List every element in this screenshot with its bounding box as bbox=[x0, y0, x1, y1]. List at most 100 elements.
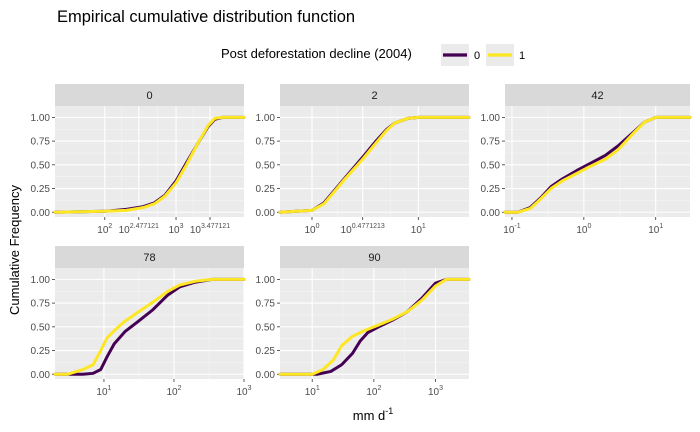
legend-label-1: 1 bbox=[519, 50, 525, 62]
x-axis-title: mm d-1 bbox=[353, 406, 394, 423]
y-tick-label: 0.50 bbox=[481, 160, 501, 171]
x-tick-base: 10 bbox=[96, 387, 108, 398]
legend-key-0: 0 bbox=[441, 44, 480, 66]
series-line-1 bbox=[278, 115, 471, 214]
x-tick-base: 10 bbox=[503, 225, 515, 236]
x-tick-exp: 3.477121 bbox=[201, 223, 230, 230]
x-tick-base: 10 bbox=[411, 225, 423, 236]
x-tick-label: 100 bbox=[576, 223, 591, 236]
x-tick-label: 103 bbox=[236, 385, 251, 398]
facet-strip-2 bbox=[280, 84, 469, 106]
x-tick-base: 10 bbox=[648, 225, 660, 236]
x-tick-base: 10 bbox=[576, 225, 588, 236]
facet-strip-label-78: 78 bbox=[143, 252, 155, 264]
y-tick-label: 0.00 bbox=[481, 208, 501, 219]
x-tick-label: 101 bbox=[305, 385, 320, 398]
y-tick-label: 0.25 bbox=[481, 184, 501, 195]
x-tick-base: 10 bbox=[166, 387, 178, 398]
facet-strip-label-42: 42 bbox=[591, 90, 603, 102]
legend-title: Post deforestation decline (2004) bbox=[221, 46, 412, 61]
x-tick-exp: 3 bbox=[248, 385, 252, 392]
facet-strip-42 bbox=[505, 84, 690, 106]
x-tick-exp: 1 bbox=[316, 385, 320, 392]
x-tick-exp: 3 bbox=[180, 223, 184, 230]
x-tick-exp: 1 bbox=[422, 223, 426, 230]
legend-key-1: 1 bbox=[486, 44, 525, 66]
facet-strip-90 bbox=[280, 246, 469, 268]
x-tick-exp: 2 bbox=[108, 223, 112, 230]
x-tick-base: 10 bbox=[304, 225, 316, 236]
y-tick-label: 1.00 bbox=[31, 275, 51, 286]
x-tick-label: 102 bbox=[166, 385, 181, 398]
y-tick-label: 0.25 bbox=[256, 346, 276, 357]
x-tick-label: 100.4771213 bbox=[341, 223, 385, 236]
series-line-1 bbox=[503, 115, 692, 214]
x-tick-label: 100 bbox=[304, 223, 319, 236]
panel-background-0 bbox=[55, 106, 244, 217]
facet-strip-label-0: 0 bbox=[146, 90, 152, 102]
x-tick-label: 101 bbox=[411, 223, 426, 236]
x-tick-label: 10-1 bbox=[503, 223, 520, 236]
y-tick-label: 0.75 bbox=[256, 137, 276, 148]
x-tick-base: 10 bbox=[190, 225, 202, 236]
legend: Post deforestation decline (2004) 0 1 bbox=[221, 44, 525, 66]
x-tick-exp: 0 bbox=[316, 223, 320, 230]
x-axis-title-base: mm d bbox=[353, 408, 386, 423]
facet-strip-label-2: 2 bbox=[371, 90, 377, 102]
series-line-1 bbox=[53, 277, 246, 376]
y-tick-label: 1.00 bbox=[256, 275, 276, 286]
chart-title: Empirical cumulative distribution functi… bbox=[57, 8, 355, 26]
y-tick-label: 0.75 bbox=[481, 137, 501, 148]
y-tick-label: 0.00 bbox=[31, 208, 51, 219]
y-tick-label: 0.25 bbox=[31, 184, 51, 195]
x-tick-base: 10 bbox=[97, 225, 109, 236]
series-line-1 bbox=[53, 115, 246, 214]
y-tick-label: 0.25 bbox=[31, 346, 51, 357]
x-tick-exp: 2 bbox=[178, 385, 182, 392]
y-tick-label: 0.25 bbox=[256, 184, 276, 195]
x-tick-label: 103 bbox=[428, 385, 443, 398]
series-line-1 bbox=[278, 277, 471, 376]
x-tick-base: 10 bbox=[341, 225, 353, 236]
y-axis-title: Cumulative Frequency bbox=[7, 184, 22, 315]
x-axis-title-exp: -1 bbox=[385, 406, 393, 416]
x-tick-label: 101 bbox=[96, 385, 111, 398]
x-tick-exp: 1 bbox=[659, 223, 663, 230]
y-tick-label: 0.50 bbox=[31, 160, 51, 171]
y-tick-label: 0.00 bbox=[256, 208, 276, 219]
x-tick-label: 101 bbox=[648, 223, 663, 236]
x-tick-label: 102.477121 bbox=[119, 223, 159, 236]
x-tick-exp: 2 bbox=[377, 385, 381, 392]
y-tick-label: 0.50 bbox=[31, 322, 51, 333]
facet-strip-78 bbox=[55, 246, 244, 268]
y-tick-label: 0.75 bbox=[31, 299, 51, 310]
legend-label-0: 0 bbox=[474, 50, 480, 62]
x-tick-exp: 3 bbox=[439, 385, 443, 392]
y-tick-label: 0.50 bbox=[256, 160, 276, 171]
y-tick-label: 0.75 bbox=[256, 299, 276, 310]
x-tick-label: 102 bbox=[366, 385, 381, 398]
x-tick-base: 10 bbox=[366, 387, 378, 398]
panel-background-78 bbox=[55, 268, 244, 379]
x-tick-exp: -1 bbox=[514, 223, 520, 230]
y-tick-label: 1.00 bbox=[481, 113, 501, 124]
x-tick-exp: 0.4771213 bbox=[352, 223, 385, 230]
x-tick-base: 10 bbox=[169, 225, 181, 236]
x-tick-exp: 2.477121 bbox=[130, 223, 159, 230]
y-tick-label: 0.75 bbox=[31, 137, 51, 148]
x-tick-base: 10 bbox=[428, 387, 440, 398]
facet-strip-label-90: 90 bbox=[368, 252, 380, 264]
x-tick-exp: 1 bbox=[108, 385, 112, 392]
x-tick-label: 103 bbox=[169, 223, 184, 236]
y-tick-label: 1.00 bbox=[31, 113, 51, 124]
y-tick-label: 0.50 bbox=[256, 322, 276, 333]
y-tick-label: 0.00 bbox=[256, 370, 276, 381]
y-tick-label: 0.00 bbox=[31, 370, 51, 381]
facet-strip-0 bbox=[55, 84, 244, 106]
x-tick-label: 102 bbox=[97, 223, 112, 236]
